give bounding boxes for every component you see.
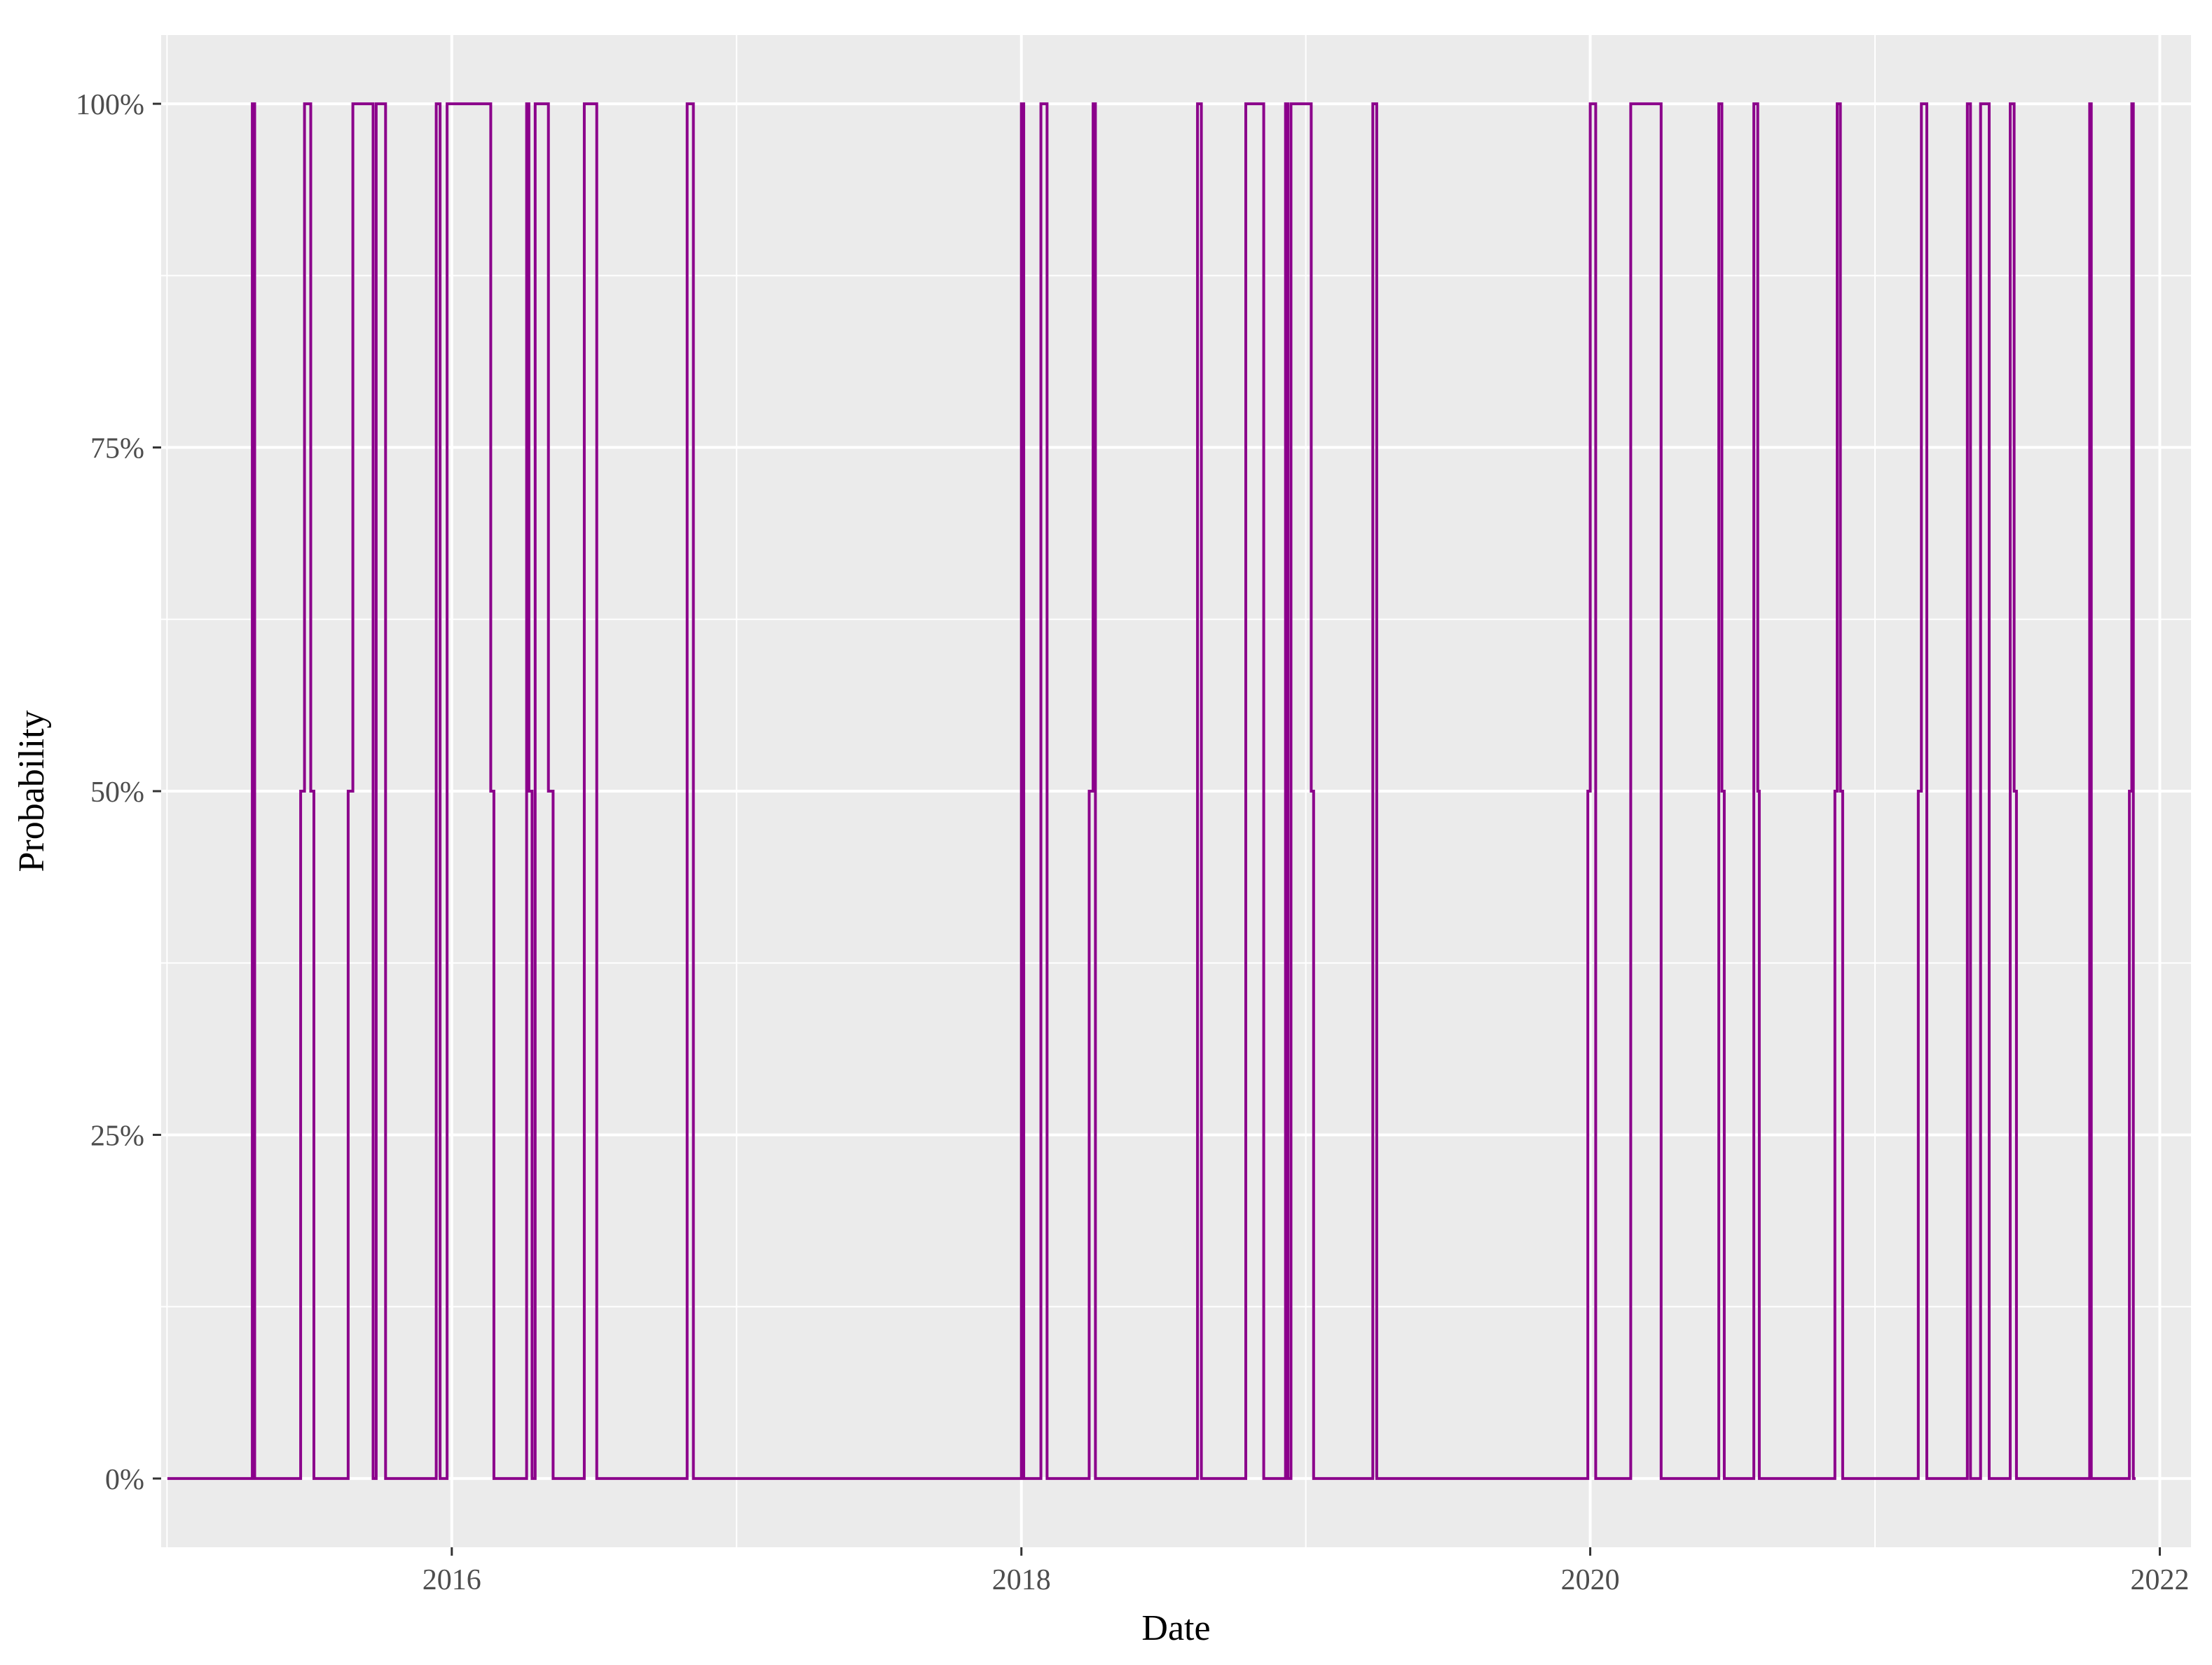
y-tick-label: 0% (105, 1464, 144, 1496)
series-layer (167, 102, 2136, 1480)
y-axis: 0% 25% 50% 75% 100% (76, 89, 161, 1496)
y-tick-label: 25% (90, 1120, 144, 1152)
series-line-1 (167, 102, 2136, 1480)
x-axis: 2016 2018 2020 2022 (423, 1547, 2190, 1596)
y-tick-label: 100% (76, 89, 144, 121)
x-tick-label: 2022 (2131, 1564, 2190, 1596)
x-tick-label: 2018 (992, 1564, 1051, 1596)
y-tick-label: 75% (90, 433, 144, 465)
y-tick-label: 50% (90, 776, 144, 809)
x-tick-label: 2020 (1561, 1564, 1620, 1596)
x-tick-label: 2016 (423, 1564, 481, 1596)
x-axis-title: Date (1141, 1608, 1210, 1648)
y-axis-title: Probability (12, 710, 52, 872)
